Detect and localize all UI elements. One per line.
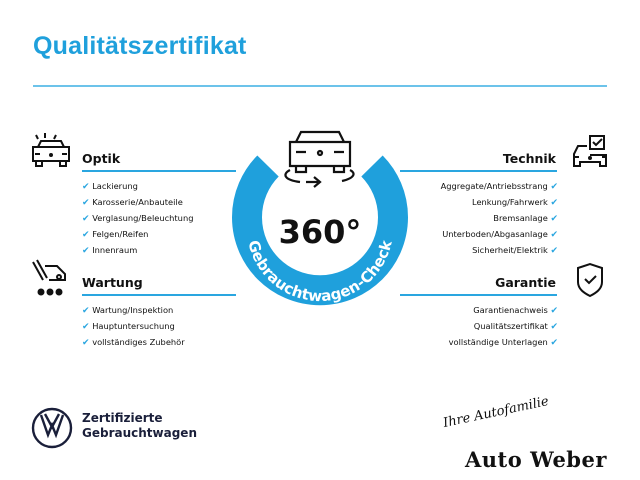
dealer-logo: Auto Weber bbox=[465, 447, 607, 472]
check-icon: ✔ bbox=[550, 198, 558, 208]
list-item: ✔ Verglasung/Beleuchtung bbox=[82, 213, 194, 224]
section-heading-garantie: Garantie bbox=[495, 275, 556, 290]
list-item: Lenkung/Fahrwerk ✔ bbox=[471, 197, 558, 208]
center-value: 360° bbox=[279, 213, 362, 251]
check-icon: ✔ bbox=[82, 322, 90, 332]
list-item: ✔ Karosserie/Anbauteile bbox=[82, 197, 183, 208]
ring-arc bbox=[232, 155, 408, 306]
list-item: ✔ Hauptuntersuchung bbox=[82, 321, 175, 332]
section-divider bbox=[400, 294, 557, 296]
check-icon: ✔ bbox=[82, 214, 90, 224]
garantie-list: Garantienachweis ✔ Qualitätszertifikat ✔… bbox=[449, 303, 558, 351]
car-checkbox-icon bbox=[573, 135, 607, 167]
list-item: Aggregate/Antriebsstrang ✔ bbox=[440, 181, 558, 192]
optik-list: ✔ Lackierung ✔ Karosserie/Anbauteile ✔ V… bbox=[82, 179, 193, 259]
check-icon: ✔ bbox=[82, 338, 90, 348]
car-rotate-icon bbox=[284, 130, 355, 188]
check-icon: ✔ bbox=[550, 214, 558, 224]
check-icon: ✔ bbox=[82, 246, 90, 256]
list-item: Bremsanlage ✔ bbox=[493, 213, 558, 224]
list-item: Unterboden/Abgasanlage ✔ bbox=[442, 229, 558, 240]
list-item: vollständige Unterlagen ✔ bbox=[448, 337, 558, 348]
section-heading-technik: Technik bbox=[502, 151, 556, 166]
section-divider bbox=[400, 170, 557, 172]
list-item: Qualitätszertifikat ✔ bbox=[473, 321, 558, 332]
list-item: ✔ Felgen/Reifen bbox=[82, 229, 149, 240]
360-check-badge: 360° Gebrauchtwagen-Check bbox=[232, 130, 408, 306]
check-icon: ✔ bbox=[550, 322, 558, 332]
list-item: Sicherheit/Elektrik ✔ bbox=[472, 245, 558, 256]
check-icon: ✔ bbox=[82, 198, 90, 208]
check-icon: ✔ bbox=[550, 306, 558, 316]
check-icon: ✔ bbox=[82, 182, 90, 192]
shield-check-icon bbox=[577, 262, 603, 298]
list-item: ✔ Lackierung bbox=[82, 181, 138, 192]
list-item: ✔ Wartung/Inspektion bbox=[82, 305, 174, 316]
title-divider bbox=[33, 85, 607, 87]
page-title: Qualitätszertifikat bbox=[33, 32, 247, 60]
service-tools-icon bbox=[32, 259, 66, 296]
check-icon: ✔ bbox=[550, 230, 558, 240]
list-item: ✔ Innenraum bbox=[82, 245, 138, 256]
check-icon: ✔ bbox=[82, 230, 90, 240]
section-heading-wartung: Wartung bbox=[82, 275, 143, 290]
check-icon: ✔ bbox=[550, 182, 558, 192]
vw-logo bbox=[31, 407, 73, 449]
section-heading-optik: Optik bbox=[82, 151, 121, 166]
technik-list: Aggregate/Antriebsstrang ✔ Lenkung/Fahrw… bbox=[441, 179, 558, 259]
list-item: ✔ vollständiges Zubehör bbox=[82, 337, 185, 348]
vw-certified-label: Zertifizierte Gebrauchtwagen bbox=[82, 411, 197, 440]
section-divider bbox=[82, 170, 236, 172]
car-lights-icon bbox=[32, 133, 70, 167]
check-icon: ✔ bbox=[550, 246, 558, 256]
dealer-slogan: Ihre Autofamilie bbox=[441, 393, 551, 431]
check-icon: ✔ bbox=[550, 338, 558, 348]
section-divider bbox=[82, 294, 236, 296]
list-item: Garantienachweis ✔ bbox=[473, 305, 558, 316]
wartung-list: ✔ Wartung/Inspektion ✔ Hauptuntersuchung… bbox=[82, 303, 185, 351]
check-icon: ✔ bbox=[82, 306, 90, 316]
